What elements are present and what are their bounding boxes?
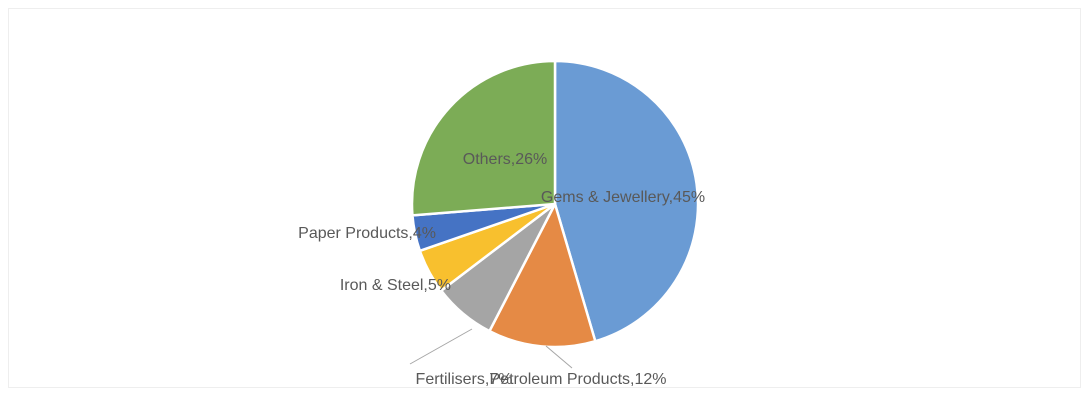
pie-slices (410, 59, 700, 349)
label-paper-products: Paper Products,4% (298, 225, 436, 242)
pie-slice-petroleum-products (488, 202, 597, 349)
label-gems-jewellery: Gems & Jewellery,45% (541, 189, 705, 206)
label-fertilisers: Fertilisers,7% (416, 371, 513, 388)
leader-line-petroleum (545, 345, 573, 369)
leader-line-fertilisers (409, 328, 473, 365)
label-petroleum-products: Petroleum Products,12% (490, 371, 667, 388)
leader-lines (409, 328, 573, 369)
pie-slice-others (410, 59, 557, 217)
label-iron-steel: Iron & Steel,5% (340, 277, 451, 294)
pie-slice-gems-jewellery (553, 59, 700, 343)
label-others: Others,26% (463, 151, 547, 168)
data-labels: Gems & Jewellery,45% Petroleum Products,… (298, 151, 705, 388)
